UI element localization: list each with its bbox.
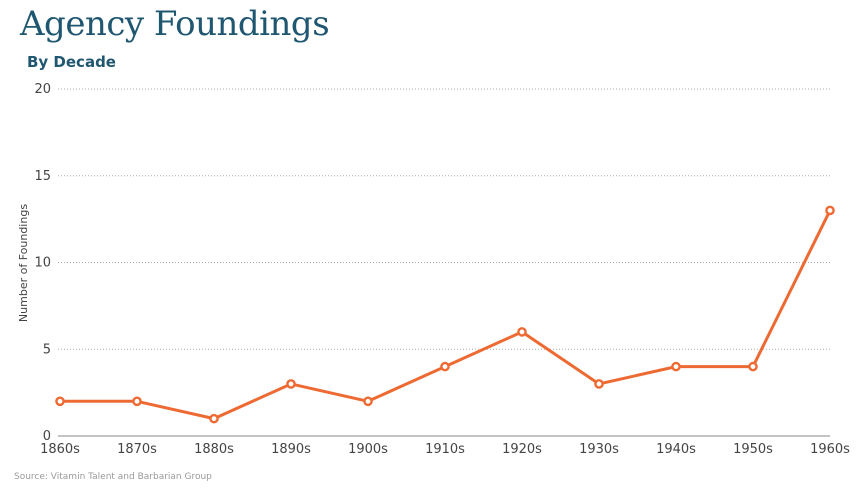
y-tick-label-15: 15 — [34, 169, 51, 184]
source-note: Source: Vitamin Talent and Barbarian Gro… — [14, 472, 212, 482]
x-tick-label-1880s: 1880s — [194, 442, 234, 457]
x-tick-label-1890s: 1890s — [271, 442, 311, 457]
y-tick-label-20: 20 — [34, 82, 51, 97]
x-tick-label-1950s: 1950s — [733, 442, 773, 457]
data-point-1930s — [594, 379, 604, 389]
data-point-1920s — [517, 327, 527, 337]
data-point-1950s — [748, 361, 758, 372]
x-tick-label-1920s: 1920s — [502, 442, 542, 457]
chart-title: Agency Foundings — [20, 4, 330, 44]
x-axis-ticks: 1860s 1870s 1880s 1890s 1900s 1910s 1920s 1930s… — [40, 442, 850, 457]
chart-subtitle: By Decade — [27, 53, 116, 71]
x-tick-label-1930s: 1930s — [579, 442, 619, 457]
data-point-1890s — [286, 379, 296, 389]
x-tick-label-1860s: 1860s — [40, 442, 80, 457]
series-line — [58, 208, 832, 421]
data-point-1860s — [55, 396, 65, 407]
x-tick-label-1870s: 1870s — [117, 442, 157, 457]
y-tick-label-10: 10 — [34, 256, 51, 271]
x-tick-label-1900s: 1900s — [348, 442, 388, 457]
y-axis-label: Number of Foundings — [17, 204, 30, 322]
data-point-1900s — [363, 396, 373, 407]
x-tick-label-1960s: 1960s — [810, 442, 850, 457]
data-point-1880s — [209, 413, 219, 424]
y-tick-label-0: 0 — [43, 429, 51, 444]
data-point-1960s — [825, 205, 835, 216]
y-axis-ticks: 0 5 10 15 20 — [34, 82, 51, 444]
data-point-1940s — [671, 361, 681, 372]
gridlines — [58, 88, 830, 350]
y-tick-label-5: 5 — [43, 342, 51, 357]
series-foundings — [55, 205, 835, 424]
x-tick-label-1910s: 1910s — [425, 442, 465, 457]
x-tick-label-1940s: 1940s — [656, 442, 696, 457]
data-point-1910s — [440, 361, 450, 372]
data-point-1870s — [132, 396, 142, 407]
